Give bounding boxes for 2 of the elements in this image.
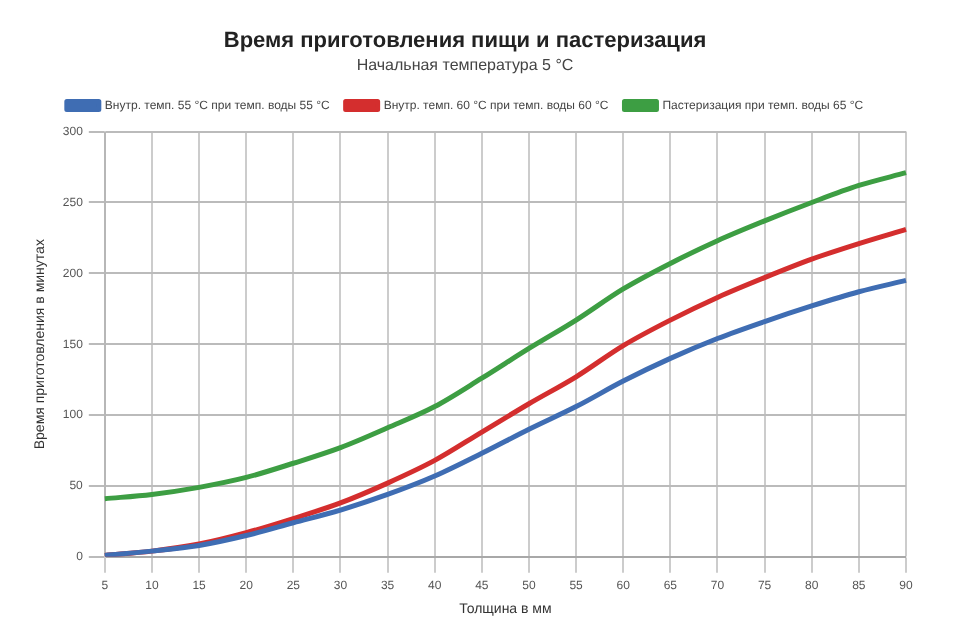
chart-subtitle: Начальная температура 5 °C [356, 56, 574, 75]
chart-title: Время приготовления пищи и пастеризация [223, 29, 707, 54]
